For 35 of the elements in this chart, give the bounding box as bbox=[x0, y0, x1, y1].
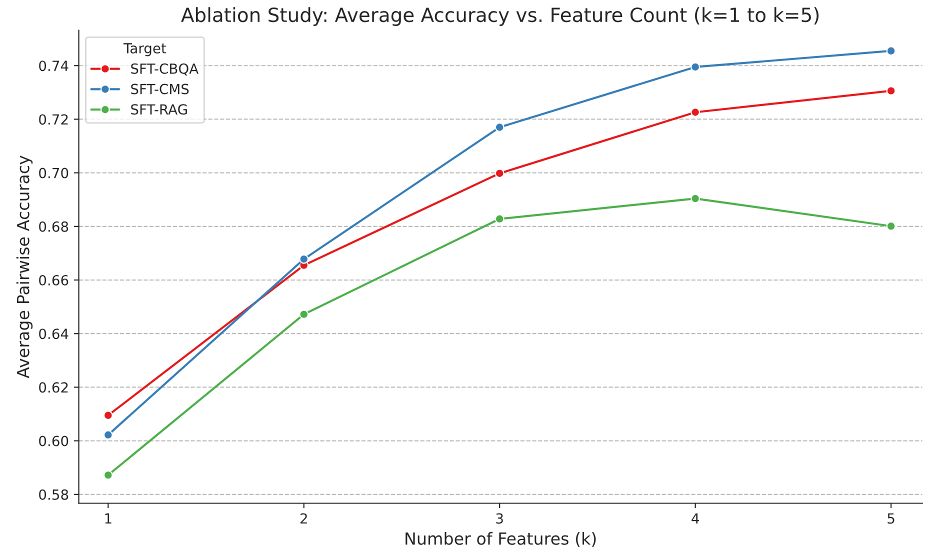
legend-title: Target bbox=[123, 43, 166, 56]
x-tick-label: 3 bbox=[496, 513, 503, 524]
point bbox=[103, 410, 113, 420]
chart-title: Ablation Study: Average Accuracy vs. Feature Count (k=1 to k=5) bbox=[181, 7, 819, 26]
x-tick-label: 2 bbox=[300, 513, 307, 524]
x-tick-label: 1 bbox=[105, 513, 112, 524]
y-axis-title: Average Pairwise Accuracy bbox=[16, 156, 33, 378]
y-tick-label: 0.66 bbox=[39, 274, 68, 286]
point bbox=[299, 310, 309, 320]
y-tick-label: 0.62 bbox=[39, 382, 68, 393]
y-tick-label: 0.68 bbox=[39, 221, 68, 232]
point bbox=[103, 430, 113, 440]
point bbox=[299, 254, 309, 264]
y-tick-label: 0.58 bbox=[39, 489, 68, 500]
legend-label: SFT-CMS bbox=[131, 84, 189, 94]
point bbox=[886, 221, 896, 231]
y-tick-label: 0.72 bbox=[39, 114, 68, 125]
legend-label: SFT-CBQA bbox=[131, 63, 199, 76]
point bbox=[886, 86, 896, 96]
point bbox=[494, 122, 504, 132]
point bbox=[690, 108, 700, 117]
y-tick-label: 0.64 bbox=[39, 328, 68, 340]
point bbox=[690, 62, 700, 72]
x-axis-title: Number of Features (k) bbox=[406, 532, 596, 547]
x-tick-label: 4 bbox=[692, 513, 699, 524]
y-tick-label: 0.60 bbox=[39, 436, 68, 446]
point bbox=[494, 168, 504, 178]
point bbox=[690, 194, 700, 204]
point bbox=[494, 214, 504, 224]
y-tick-label: 0.74 bbox=[39, 60, 68, 72]
x-tick-label: 5 bbox=[888, 513, 894, 524]
legend-label: SFT-RAG bbox=[131, 104, 187, 115]
point bbox=[886, 46, 896, 56]
y-tick-label: 0.70 bbox=[39, 168, 68, 178]
point bbox=[103, 470, 113, 480]
